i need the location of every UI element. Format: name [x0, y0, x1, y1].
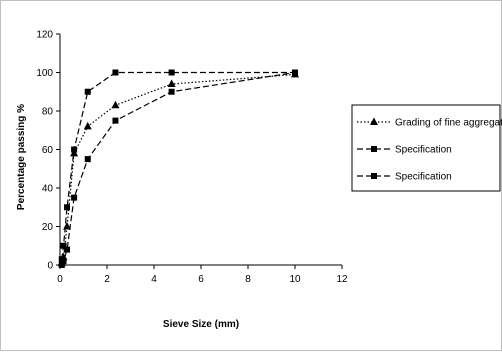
- series-2-point: [64, 246, 71, 253]
- series-line-3: [61, 71, 295, 260]
- series-3-point: [112, 69, 119, 76]
- series-3-point: [292, 69, 298, 76]
- y-tick-label: 20: [42, 222, 54, 233]
- series-1-point: [167, 79, 176, 88]
- legend-label: Specification: [395, 172, 452, 183]
- series-1-point: [111, 100, 120, 109]
- x-tick-label: 0: [57, 274, 63, 285]
- series-3-point: [58, 256, 65, 263]
- y-tick-label: 80: [42, 107, 54, 118]
- x-tick-label: 4: [151, 274, 157, 285]
- series-2-point: [71, 194, 78, 201]
- x-axis-title: Sieve Size (mm): [163, 319, 239, 330]
- series-2-point: [168, 88, 175, 95]
- series-2-point: [58, 262, 65, 268]
- series-2-point: [112, 117, 119, 124]
- x-tick-label: 2: [104, 274, 110, 285]
- series-3-point: [60, 242, 67, 249]
- series-1-point: [70, 148, 79, 157]
- series-3-point: [71, 146, 78, 153]
- series-2-point: [84, 156, 91, 163]
- legend-label: Specification: [395, 145, 452, 156]
- y-tick-label: 120: [36, 30, 53, 41]
- series-3-point: [64, 204, 71, 211]
- series-1-point: [83, 121, 92, 130]
- x-tick-label: 12: [336, 274, 348, 285]
- x-tick-label: 6: [198, 274, 204, 285]
- series-3-point: [168, 69, 175, 76]
- y-tick-label: 60: [42, 145, 54, 156]
- legend-swatch-marker: [371, 173, 377, 179]
- y-axis-title: Percentage passing %: [16, 104, 27, 210]
- y-tick-label: 100: [36, 68, 53, 79]
- series-line-2: [61, 71, 296, 266]
- x-tick-label: 10: [289, 274, 301, 285]
- legend-label: Grading of fine aggregate: [395, 118, 502, 129]
- y-tick-label: 0: [47, 261, 53, 272]
- y-tick-label: 40: [42, 184, 54, 195]
- legend-swatch-marker: [371, 146, 377, 152]
- series-3-point: [84, 88, 91, 95]
- x-tick-label: 8: [245, 274, 251, 285]
- legend-swatch-marker: [370, 117, 378, 125]
